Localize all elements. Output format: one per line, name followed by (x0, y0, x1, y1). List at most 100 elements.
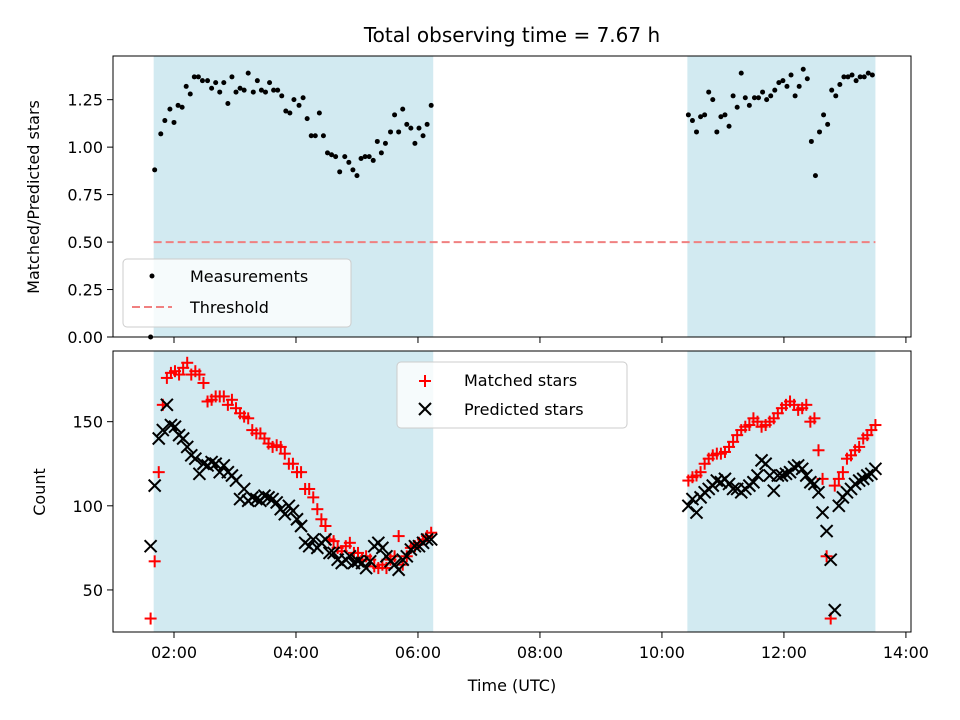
top-legend: Measurements Threshold (122, 258, 352, 328)
matched-stars-point (278, 447, 291, 460)
predicted-stars-point (306, 532, 320, 547)
measurement-point (837, 81, 843, 87)
bottom-x-tick-label: 04:00 (273, 643, 319, 662)
measurement-point (706, 89, 712, 95)
matched-stars-point (295, 466, 308, 479)
measurement-point (734, 104, 740, 110)
matched-stars-point (853, 440, 866, 453)
measurement-point (412, 140, 418, 146)
matched-stars-point (836, 466, 849, 479)
measurement-point (217, 89, 223, 95)
measurement-point (800, 66, 806, 72)
measurement-point (428, 102, 434, 108)
measurement-point (396, 129, 402, 135)
bottom-x-tick-label: 12:00 (761, 643, 807, 662)
measurement-point (796, 83, 802, 89)
measurement-point (350, 167, 356, 173)
measurement-point (378, 150, 384, 156)
measurement-point (776, 80, 782, 86)
top-shaded-interval-1 (687, 56, 876, 337)
measurement-point (275, 87, 281, 93)
measurement-point (857, 74, 863, 80)
measurement-point (152, 167, 158, 173)
predicted-stars-point (803, 475, 818, 489)
bottom-y-ticks: 50 100 150 (72, 413, 113, 600)
measurement-point (764, 97, 770, 103)
measurement-point (237, 85, 243, 91)
matched-stars-point (828, 479, 841, 492)
predicted-stars-point (424, 532, 438, 547)
measurement-point (718, 114, 724, 120)
matched-stars-point (274, 440, 287, 453)
predicted-stars-point (767, 483, 781, 498)
predicted-stars-point (196, 457, 211, 471)
top-legend-box (122, 258, 352, 328)
measurement-point (241, 87, 247, 93)
measurement-point (179, 104, 185, 110)
measurement-point (865, 70, 871, 76)
measurement-point (213, 80, 219, 86)
measurement-point (714, 129, 720, 135)
measurement-point (768, 93, 774, 99)
measurement-point (191, 74, 197, 80)
measurement-point (726, 123, 732, 129)
measurement-point (262, 89, 268, 95)
top-legend-measurements-label: Measurements (190, 267, 308, 286)
measurement-point (312, 133, 318, 139)
bottom-legend-predicted-label: Predicted stars (464, 400, 584, 419)
matched-stars-point (148, 555, 161, 568)
predicted-stars-point (302, 539, 316, 553)
measurement-point (742, 95, 748, 101)
matched-stars-point (743, 419, 756, 432)
bot-y-tick-label: 50 (83, 581, 103, 600)
measurement-point (358, 156, 364, 162)
predicted-stars-point (245, 490, 259, 505)
measurement-point (308, 133, 314, 139)
measurement-point (382, 140, 388, 146)
measurement-point (296, 102, 302, 108)
matched-stars-point (315, 513, 328, 526)
measurement-point (333, 154, 339, 160)
predicted-stars-point (233, 492, 247, 506)
measurement-point (254, 78, 260, 84)
predicted-stars-point (795, 462, 809, 476)
measurement-point (812, 173, 818, 179)
matched-stars-point (225, 393, 238, 406)
matched-stars-point (193, 368, 206, 381)
measurement-point (408, 125, 414, 131)
measurement-point (694, 129, 700, 135)
measurement-point (267, 80, 273, 86)
predicted-stars-point (685, 492, 700, 506)
measurement-point (187, 91, 193, 97)
matched-stars-point (327, 535, 340, 548)
top-y-tick-label: 1.00 (67, 138, 103, 157)
measurement-point (689, 118, 695, 124)
matched-stars-point (727, 435, 740, 448)
predicted-stars-point (750, 468, 765, 483)
measurement-point (158, 131, 164, 137)
predicted-stars-point (269, 495, 284, 510)
top-panel: 0.00 0.25 0.50 0.75 1.00 1.25 Total observing… (24, 23, 912, 347)
measurement-point (199, 78, 205, 84)
predicted-stars-point (775, 468, 789, 483)
predicted-stars-point (420, 532, 434, 547)
measurement-point (183, 83, 189, 89)
measurement-point (825, 121, 831, 127)
measurement-point (788, 72, 794, 78)
measurement-point (702, 112, 708, 118)
predicted-stars-point (746, 475, 761, 489)
bottom-legend-matched-marker (419, 375, 431, 387)
predicted-stars-point (710, 473, 724, 488)
predicted-stars-point (807, 477, 822, 491)
measurement-point (685, 112, 691, 118)
bottom-x-tick-label: 10:00 (639, 643, 685, 662)
measurement-point (730, 93, 736, 99)
top-y-tick-label: 0.50 (67, 233, 103, 252)
top-plot-frame (112, 55, 912, 338)
measurement-point (861, 74, 867, 80)
predicted-stars-point (318, 532, 333, 547)
measurement-point (392, 112, 398, 118)
top-y-tick-label: 0.75 (67, 186, 103, 205)
predicted-stars-point (147, 478, 162, 493)
bot-series-predicted-stars (143, 398, 883, 617)
